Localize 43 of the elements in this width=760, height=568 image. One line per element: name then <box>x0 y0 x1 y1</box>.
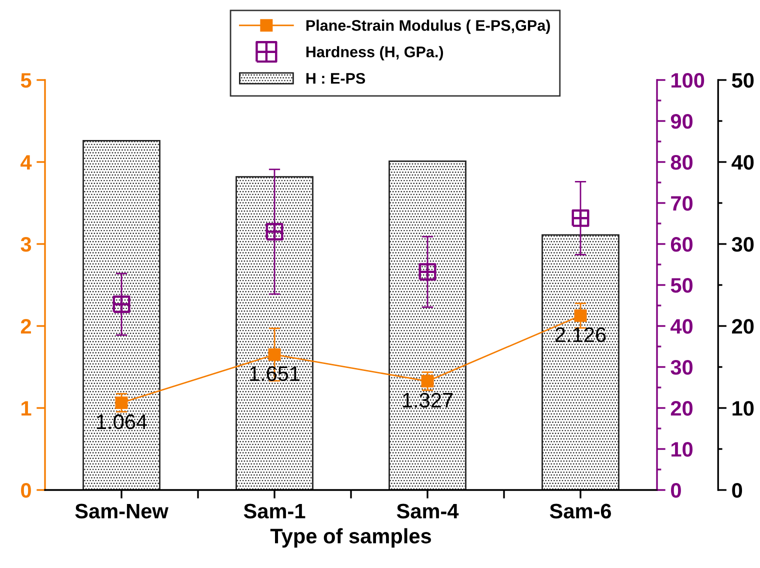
bar <box>542 234 620 490</box>
point <box>574 309 587 322</box>
y3-tick-label: 10 <box>732 401 754 416</box>
y2-tick-label: 80 <box>670 155 693 170</box>
x-tick-label: Sam-4 <box>396 504 459 518</box>
point <box>572 209 590 227</box>
y2-tick-label: 70 <box>671 196 693 211</box>
point <box>418 263 436 281</box>
x-tick-label: Sam-1 <box>244 504 306 518</box>
legend-label: Hardness (H, GPa.) <box>306 46 444 60</box>
bar <box>82 140 160 490</box>
y2-tick-label: 100 <box>672 73 704 88</box>
legend-label: H : E-PS <box>306 72 366 84</box>
y3-tick-label: 0 <box>732 483 742 498</box>
y-tick-label: 3 <box>20 237 32 252</box>
y-tick-label: 1 <box>22 401 32 416</box>
y2-tick-label: 50 <box>670 278 693 293</box>
point <box>268 348 281 361</box>
y2-tick-label: 20 <box>670 401 693 416</box>
point <box>112 296 130 314</box>
y2-tick-label: 10 <box>672 442 693 457</box>
point <box>421 374 434 388</box>
y2-tick-label: 90 <box>670 114 693 129</box>
y2-tick-label: 0 <box>671 483 681 498</box>
y3-tick-label: 50 <box>732 73 754 88</box>
y2-tick-label: 60 <box>670 237 693 252</box>
legend-label: Plane-Strain Modulus ( E-PS,GPa) <box>306 20 550 34</box>
y3-tick-label: 40 <box>732 155 754 170</box>
y-tick-label: 4 <box>20 155 32 170</box>
x-tick-label: Sam-New <box>75 504 168 518</box>
y2-tick-label: 30 <box>670 360 693 375</box>
y3-tick-label: 20 <box>732 319 754 334</box>
y2-tick-label: 40 <box>670 319 693 334</box>
y-tick-label: 0 <box>21 483 31 498</box>
bar <box>388 160 466 490</box>
x-axis-title: Type of samples <box>270 528 432 548</box>
x-tick-label: Sam-6 <box>550 504 612 518</box>
y-tick-label: 5 <box>20 73 32 88</box>
y-tick-label: 2 <box>20 319 31 334</box>
y3-tick-label: 30 <box>732 237 754 252</box>
bar <box>236 176 314 490</box>
point <box>115 396 128 409</box>
point <box>266 222 284 240</box>
